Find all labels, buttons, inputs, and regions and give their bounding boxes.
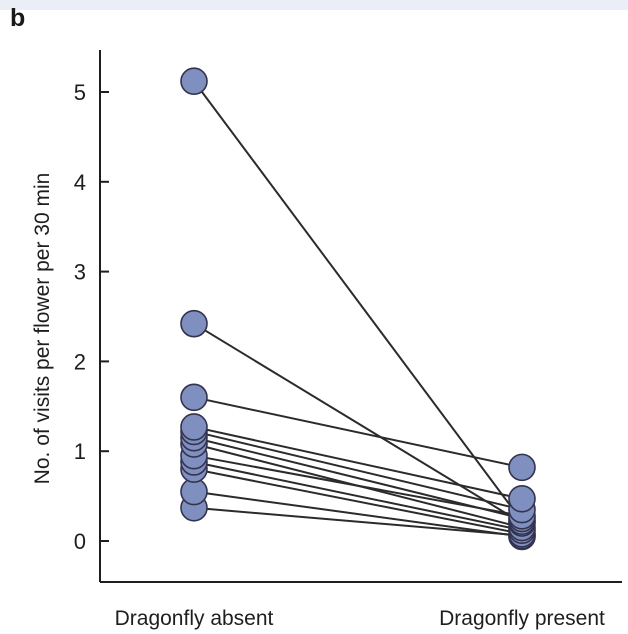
series-line bbox=[193, 430, 523, 511]
chart-markers bbox=[180, 67, 536, 551]
data-point-absent bbox=[180, 383, 208, 412]
series-line bbox=[193, 506, 523, 537]
chart-series-lines bbox=[193, 80, 523, 538]
data-point-absent bbox=[180, 413, 208, 441]
chart-axes bbox=[99, 50, 622, 583]
series-line bbox=[193, 454, 523, 517]
figure-top-band bbox=[0, 0, 628, 10]
chart-labels: No. of visits per flower per 30 min 0 1 2 3… bbox=[31, 80, 605, 630]
series-line bbox=[193, 425, 523, 500]
x-category-label: Dragonfly present bbox=[439, 607, 605, 630]
series-line bbox=[193, 396, 523, 469]
y-axis-label: No. of visits per flower per 30 min bbox=[31, 173, 54, 485]
series-line bbox=[193, 80, 523, 522]
data-point-present bbox=[508, 484, 536, 513]
data-point-absent bbox=[180, 309, 208, 338]
y-tick-label: 0 bbox=[74, 529, 86, 554]
y-tick-label: 5 bbox=[74, 80, 86, 105]
data-point-absent bbox=[180, 67, 208, 96]
y-tick-label: 3 bbox=[74, 260, 86, 285]
y-tick-label: 2 bbox=[74, 349, 86, 374]
y-tick-label: 4 bbox=[74, 170, 86, 195]
data-point-present bbox=[508, 453, 536, 482]
series-line bbox=[193, 468, 523, 535]
series-line bbox=[193, 490, 523, 538]
panel-label: b bbox=[10, 4, 26, 32]
series-line bbox=[193, 322, 523, 524]
x-category-label: Dragonfly absent bbox=[115, 607, 274, 630]
y-tick-label: 1 bbox=[74, 439, 86, 464]
series-line bbox=[193, 460, 523, 532]
